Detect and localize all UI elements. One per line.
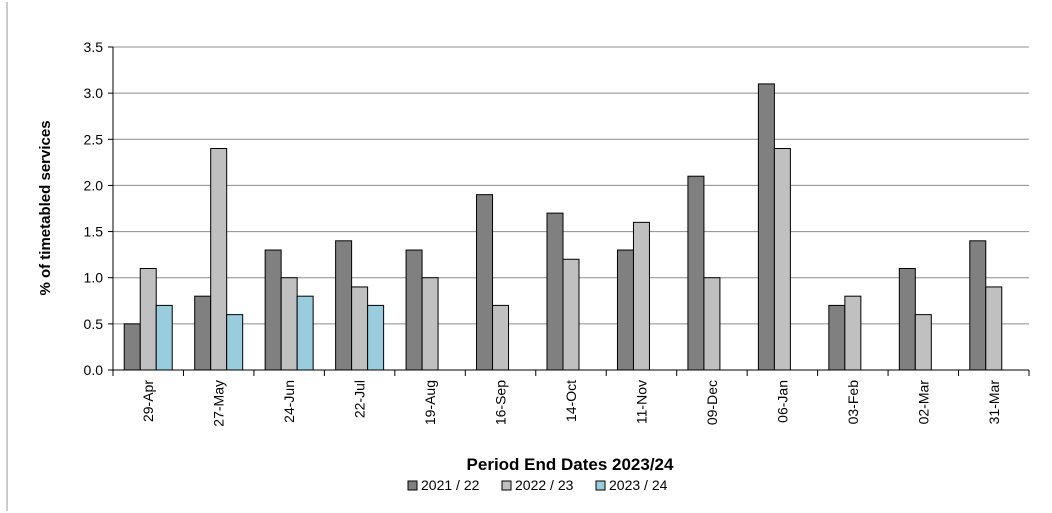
- bar: [616, 249, 634, 371]
- x-tick-labels: 29-Apr 27-May 24-Jun 22-Jul 19-Aug 16-Sep 14-O…: [140, 380, 1002, 427]
- bar: [367, 304, 385, 371]
- x-tick-label: 02-Mar: [915, 380, 931, 425]
- legend-label: 2023 / 24: [609, 477, 668, 493]
- bars: [123, 83, 1003, 371]
- x-tick-label: 19-Aug: [422, 380, 438, 425]
- x-tick-label: 16-Sep: [493, 380, 509, 425]
- x-tick-label: 31-Mar: [986, 380, 1002, 425]
- x-tick-label: 09-Dec: [704, 380, 720, 425]
- x-tick-label: 24-Jun: [281, 380, 297, 423]
- bar: [492, 304, 510, 371]
- x-tick-label: 14-Oct: [563, 380, 579, 422]
- x-tick-label: 29-Apr: [140, 380, 156, 422]
- bar: [210, 148, 228, 371]
- y-tick-labels: 0.0 0.5 1.0 1.5 2.0 2.5 3.0 3.5: [84, 39, 104, 378]
- bar: [773, 148, 791, 371]
- y-tick-label: 1.5: [84, 224, 104, 240]
- bar: [123, 323, 141, 371]
- x-tick-label: 06-Jan: [774, 380, 790, 423]
- y-tick-label: 0.0: [84, 362, 104, 378]
- bar: [844, 295, 862, 371]
- x-axis-title: Period End Dates 2023/24: [467, 455, 674, 474]
- legend-label: 2021 / 22: [421, 477, 480, 493]
- bar: [757, 83, 775, 371]
- bar: [985, 286, 1003, 371]
- x-tick-label: 27-May: [211, 380, 227, 427]
- legend-swatch: [501, 480, 512, 491]
- axes: [108, 46, 1030, 376]
- y-tick-label: 2.5: [84, 131, 104, 147]
- y-tick-label: 3.0: [84, 85, 104, 101]
- bar: [687, 175, 705, 371]
- bar: [546, 212, 564, 371]
- bar: [914, 314, 932, 371]
- y-tick-label: 1.0: [84, 270, 104, 286]
- bar: [562, 258, 580, 371]
- bar: [898, 267, 916, 371]
- bar: [139, 267, 157, 371]
- bar: [421, 277, 439, 371]
- y-tick-label: 0.5: [84, 316, 104, 332]
- x-tick-label: 03-Feb: [845, 380, 861, 425]
- y-axis-title: % of timetabled services: [37, 120, 54, 295]
- bar: [296, 295, 314, 371]
- bar: [264, 249, 282, 371]
- bar: [969, 240, 987, 371]
- bar: [226, 314, 244, 371]
- bar: [405, 249, 423, 371]
- bar: [828, 304, 846, 371]
- bar: [335, 240, 353, 371]
- bar: [155, 304, 173, 371]
- bar: [703, 277, 721, 371]
- bar: [632, 221, 650, 371]
- legend-swatch: [407, 480, 418, 491]
- bar: [194, 295, 212, 371]
- bar: [351, 286, 369, 371]
- bar: [476, 194, 494, 371]
- x-tick-label: 22-Jul: [352, 380, 368, 418]
- bar: [280, 277, 298, 371]
- x-tick-label: 11-Nov: [633, 380, 649, 424]
- legend-swatch: [595, 480, 606, 491]
- legend-label: 2022 / 23: [515, 477, 574, 493]
- y-tick-label: 3.5: [84, 39, 104, 55]
- legend: 2021 / 22 2022 / 23 2023 / 24: [407, 477, 668, 493]
- y-tick-label: 2.0: [84, 177, 104, 193]
